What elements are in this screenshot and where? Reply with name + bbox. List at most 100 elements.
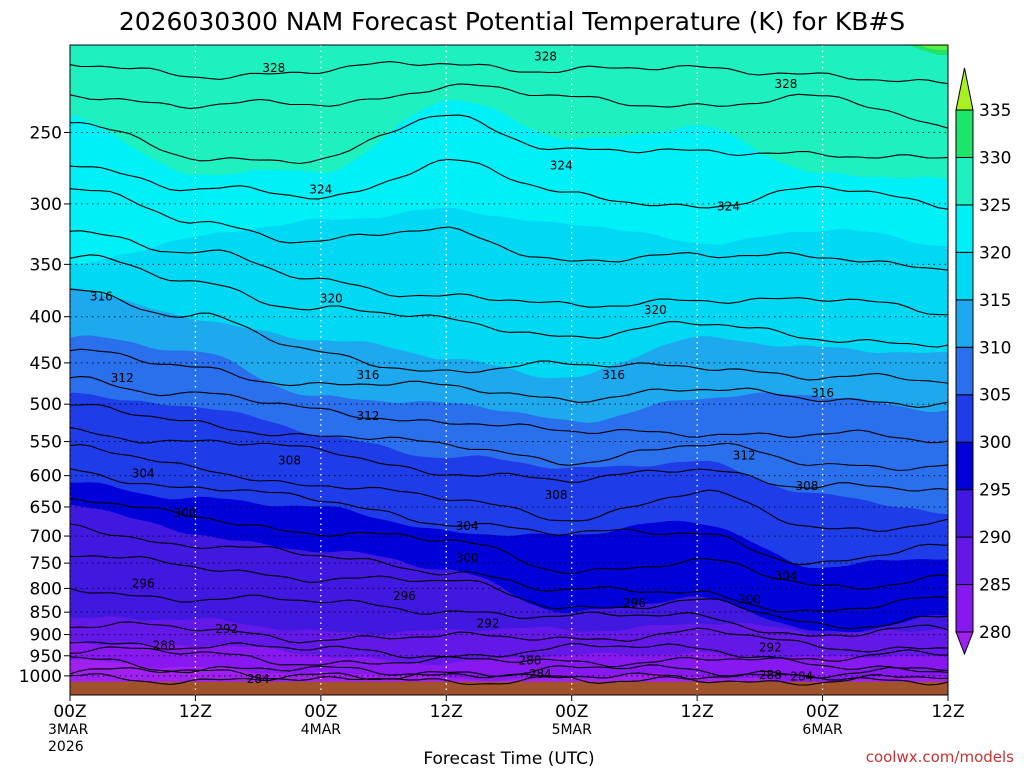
contour-line-326 bbox=[70, 114, 948, 165]
contour-label: 324 bbox=[550, 159, 573, 173]
colorbar-label: 310 bbox=[979, 338, 1011, 358]
y-tick-label: 750 bbox=[30, 554, 62, 574]
contour-label: 308 bbox=[795, 479, 818, 493]
y-tick-label: 500 bbox=[30, 395, 62, 415]
contour-line-302 bbox=[70, 497, 948, 590]
colorbar-label: 295 bbox=[979, 481, 1011, 501]
filled-contours bbox=[70, 45, 948, 695]
colorbar-extend-high bbox=[955, 67, 974, 111]
contour-label: 300 bbox=[456, 551, 479, 565]
contour-label: 292 bbox=[477, 617, 500, 631]
colorbar-label: 280 bbox=[979, 623, 1011, 643]
contour-label: 284 bbox=[529, 667, 552, 681]
x-tick-label: 00Z bbox=[806, 702, 839, 722]
colorbar-label: 325 bbox=[979, 196, 1011, 216]
colorbar-label: 315 bbox=[979, 291, 1011, 311]
contour-label: 284 bbox=[247, 672, 270, 686]
colorbar-swatch bbox=[955, 536, 974, 586]
colorbar-swatch bbox=[955, 441, 974, 491]
contour-label: 312 bbox=[111, 371, 134, 385]
contour-line-312 bbox=[70, 376, 948, 444]
contour-label: 304 bbox=[132, 467, 155, 481]
contour-labels: 328 328 328 324 324 324 320 320 316 316 316 316 312 3… bbox=[90, 50, 834, 686]
colorbar-swatch bbox=[955, 394, 974, 443]
x-tick-label: 12Z bbox=[681, 702, 714, 722]
contour-label: 328 bbox=[775, 77, 798, 91]
colorbar-label: 300 bbox=[979, 433, 1011, 453]
contour-line-294 bbox=[70, 621, 948, 653]
y-tick-label: 800 bbox=[30, 579, 62, 599]
contour-label: 296 bbox=[623, 596, 646, 610]
y-tick-label: 300 bbox=[30, 195, 62, 215]
colorbar-swatch bbox=[955, 299, 974, 348]
contour-line-322 bbox=[70, 188, 948, 271]
x-tick-label: 6MAR bbox=[802, 722, 843, 738]
contour-label: 284 bbox=[790, 669, 813, 683]
contour-line-328 bbox=[70, 83, 948, 129]
contour-line-316 bbox=[70, 288, 948, 384]
ground-surface bbox=[70, 681, 948, 695]
colorbar-label: 290 bbox=[979, 528, 1011, 548]
contour-label: 328 bbox=[534, 50, 557, 64]
contour-line-318 bbox=[70, 254, 948, 348]
colorbar-swatch bbox=[955, 251, 974, 301]
y-tick-label: 850 bbox=[30, 603, 62, 623]
colorbar-label: 285 bbox=[979, 576, 1011, 596]
contour-line-298 bbox=[70, 555, 948, 630]
colorbar-swatch bbox=[955, 584, 974, 633]
contour-label: 300 bbox=[738, 593, 761, 607]
contour-label: 288 bbox=[759, 668, 782, 682]
contour-lines bbox=[70, 61, 948, 686]
x-tick-label: 12Z bbox=[931, 702, 964, 722]
x-tick-label: 00Z bbox=[304, 702, 337, 722]
colorbar-extend-low bbox=[955, 631, 974, 656]
contour-line-296 bbox=[70, 587, 948, 637]
contour-label: 312 bbox=[356, 409, 379, 423]
y-tick-label: 650 bbox=[30, 498, 62, 518]
x-tick-label: 12Z bbox=[430, 702, 463, 722]
contour-label: 296 bbox=[132, 576, 155, 590]
y-axis: 250 300 350 400 450 500 550 600 650 700 750 800 850 9… bbox=[19, 123, 70, 687]
contour-label: 308 bbox=[278, 453, 301, 467]
colorbar-label: 320 bbox=[979, 243, 1011, 263]
x-tick-label: 00Z bbox=[53, 702, 86, 722]
colorbar-label: 305 bbox=[979, 386, 1011, 406]
contour-line-292 bbox=[70, 641, 948, 662]
y-tick-label: 950 bbox=[30, 647, 62, 667]
x-tick-label: 3MAR bbox=[48, 722, 89, 738]
colorbar-swatch bbox=[955, 346, 974, 396]
contour-line-310 bbox=[70, 403, 948, 472]
contour-label: 316 bbox=[90, 290, 113, 304]
fill-band-330 bbox=[70, 45, 948, 180]
credit-text: coolwx.com/models bbox=[866, 748, 1014, 766]
contour-label: 304 bbox=[775, 569, 798, 583]
x-axis-label: Forecast Time (UTC) bbox=[423, 749, 594, 768]
colorbar-label: 335 bbox=[979, 101, 1011, 121]
y-tick-label: 450 bbox=[30, 354, 62, 374]
y-tick-label: 350 bbox=[30, 255, 62, 275]
contour-label: 320 bbox=[644, 303, 667, 317]
contour-label: 288 bbox=[518, 654, 541, 668]
contour-label: 316 bbox=[811, 386, 834, 400]
contour-line-304 bbox=[70, 468, 948, 566]
x-tick-label: 5MAR bbox=[552, 722, 593, 738]
contour-label: 316 bbox=[602, 368, 625, 382]
colorbar-swatch bbox=[955, 489, 974, 538]
contour-label: 328 bbox=[262, 61, 285, 75]
contour-line-300 bbox=[70, 523, 948, 613]
plot-frame bbox=[69, 44, 949, 696]
y-tick-label: 900 bbox=[30, 626, 62, 646]
contour-line-330 bbox=[70, 61, 948, 85]
contour-line-320 bbox=[70, 230, 948, 316]
contour-label: 300 bbox=[174, 506, 197, 520]
contour-label: 308 bbox=[545, 488, 568, 502]
x-tick-label: 2026 bbox=[48, 739, 84, 755]
y-tick-label: 1000 bbox=[19, 667, 62, 687]
contour-label: 324 bbox=[309, 182, 332, 196]
contour-line-314 bbox=[70, 348, 948, 408]
y-tick-label: 600 bbox=[30, 467, 62, 487]
y-tick-label: 550 bbox=[30, 433, 62, 453]
contour-line-288 bbox=[70, 656, 948, 679]
